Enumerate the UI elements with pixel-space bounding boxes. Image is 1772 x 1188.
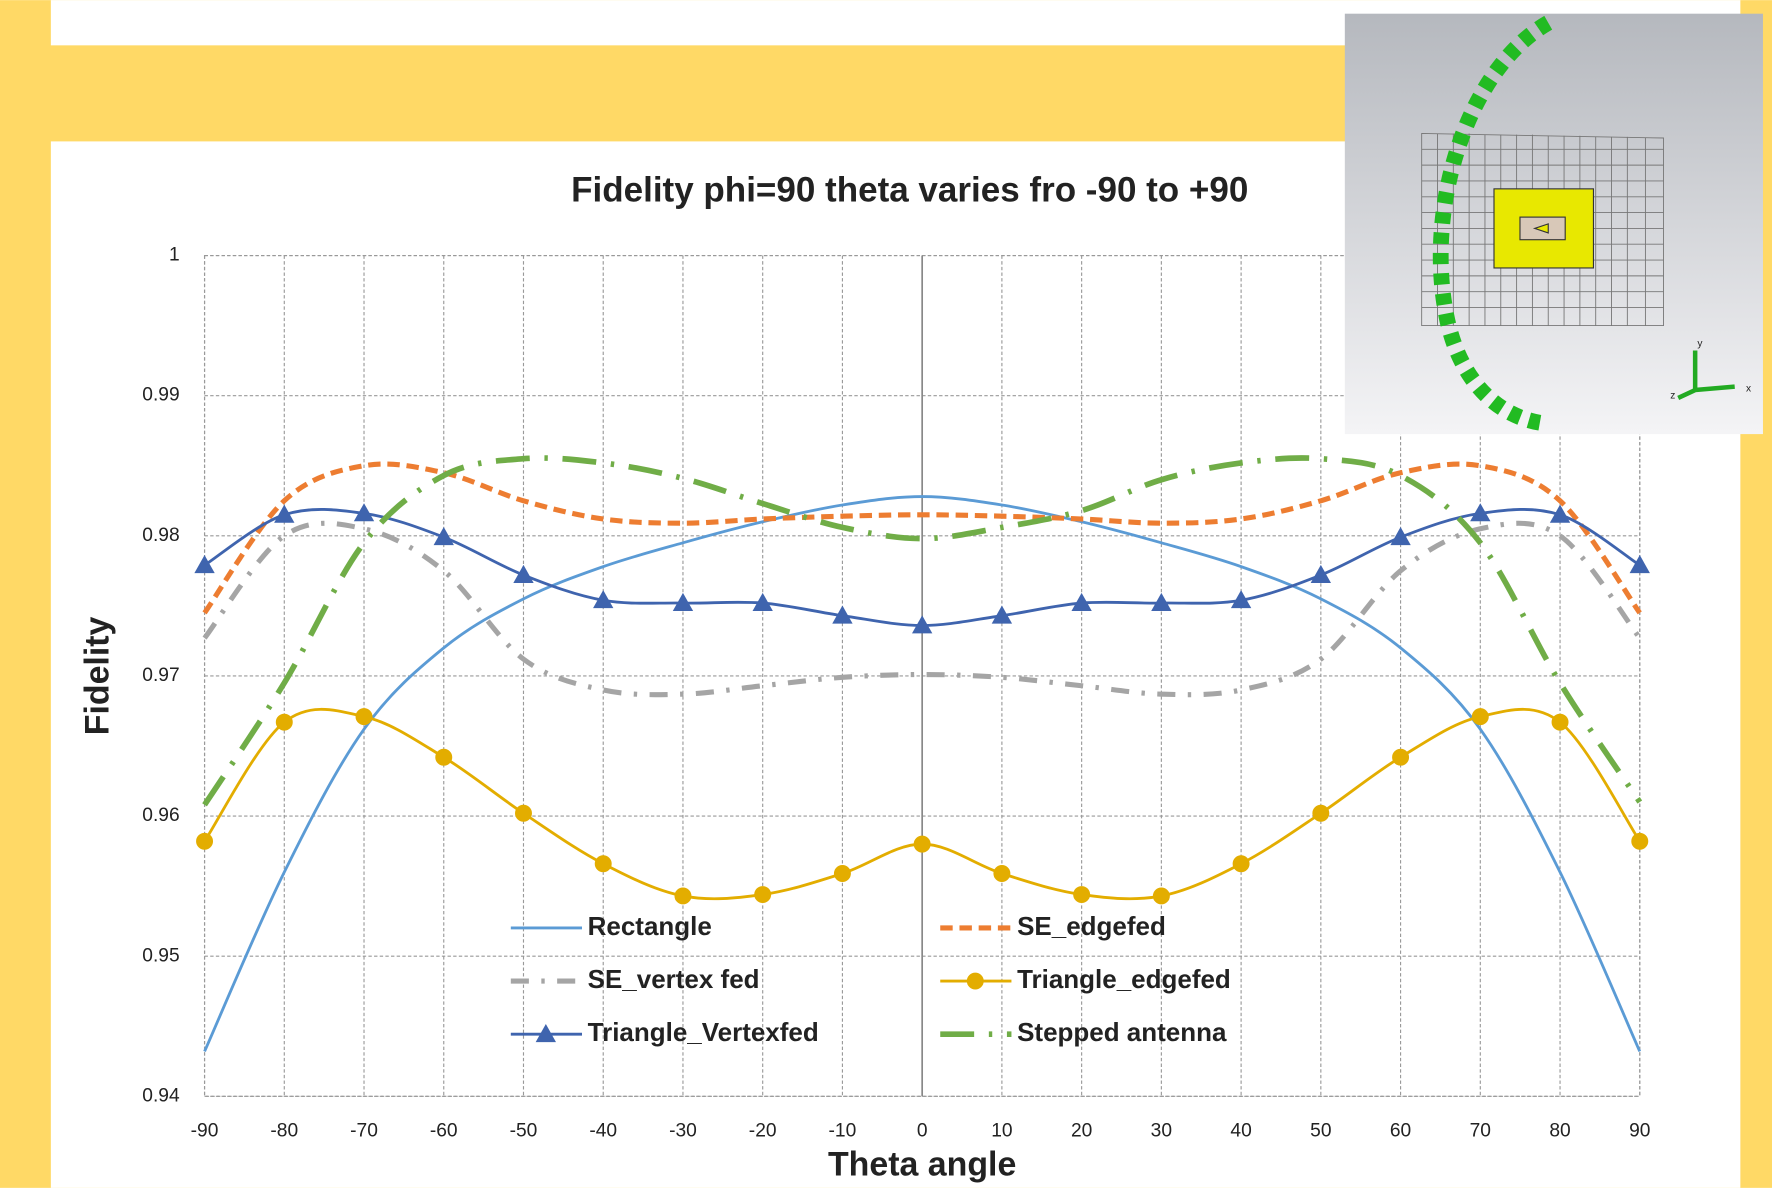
- marker: [1153, 888, 1169, 904]
- marker: [967, 973, 983, 989]
- x-tick-label: -80: [270, 1120, 298, 1141]
- chart: Fidelity phi=90 theta varies fro -90 to …: [0, 0, 1772, 1188]
- marker: [1552, 714, 1568, 730]
- x-tick-label: 70: [1470, 1120, 1491, 1141]
- y-tick-label: 0.97: [142, 665, 179, 686]
- marker: [675, 888, 691, 904]
- x-tick-label: 50: [1310, 1120, 1331, 1141]
- inset-axis-label: z: [1670, 390, 1675, 401]
- x-tick-label: 20: [1071, 1120, 1092, 1141]
- legend-label: SE_edgefed: [1017, 911, 1166, 941]
- marker: [516, 805, 532, 821]
- y-tick-label: 0.98: [142, 525, 179, 546]
- x-tick-label: -20: [749, 1120, 777, 1141]
- x-tick-label: 60: [1390, 1120, 1411, 1141]
- x-tick-label: 30: [1151, 1120, 1172, 1141]
- marker: [197, 833, 213, 849]
- x-tick-label: -30: [669, 1120, 697, 1141]
- marker: [994, 866, 1010, 882]
- x-tick-label: -50: [510, 1120, 538, 1141]
- page: {"chart_data": { "type": "line", "title"…: [0, 0, 1772, 1188]
- y-tick-label: 0.94: [142, 1085, 180, 1106]
- x-tick-label: -10: [829, 1120, 857, 1141]
- legend-label: Triangle_Vertexfed: [588, 1017, 819, 1047]
- chart-title: Fidelity phi=90 theta varies fro -90 to …: [571, 170, 1248, 209]
- marker: [1313, 805, 1329, 821]
- y-tick-label: 0.99: [142, 385, 179, 406]
- marker: [276, 714, 292, 730]
- legend-label: Rectangle: [588, 911, 712, 941]
- x-tick-label: -90: [191, 1120, 219, 1141]
- marker: [356, 709, 372, 725]
- x-tick-label: -70: [350, 1120, 378, 1141]
- marker: [1632, 833, 1648, 849]
- marker: [595, 856, 611, 872]
- inset-axis-label: x: [1746, 384, 1751, 395]
- legend-label: SE_vertex fed: [588, 964, 760, 994]
- x-tick-label: 80: [1549, 1120, 1570, 1141]
- x-tick-label: 0: [917, 1120, 928, 1141]
- y-tick-label: 0.95: [142, 945, 179, 966]
- x-axis-title: Theta angle: [828, 1145, 1016, 1183]
- x-tick-label: -60: [430, 1120, 458, 1141]
- marker: [1393, 749, 1409, 765]
- marker: [1472, 709, 1488, 725]
- y-tick-label: 1: [169, 245, 180, 266]
- x-tick-label: 90: [1629, 1120, 1650, 1141]
- legend-label: Triangle_edgefed: [1017, 964, 1231, 994]
- x-tick-label: -40: [589, 1120, 617, 1141]
- x-tick-label: 10: [991, 1120, 1012, 1141]
- marker: [835, 866, 851, 882]
- y-axis-title: Fidelity: [78, 616, 116, 735]
- marker: [914, 836, 930, 852]
- marker: [436, 749, 452, 765]
- x-tick-label: 40: [1230, 1120, 1251, 1141]
- antenna-inset: y z x: [1345, 14, 1763, 434]
- marker: [755, 887, 771, 903]
- legend-label: Stepped antenna: [1017, 1017, 1227, 1047]
- y-tick-label: 0.96: [142, 805, 179, 826]
- marker: [1233, 856, 1249, 872]
- marker: [1074, 887, 1090, 903]
